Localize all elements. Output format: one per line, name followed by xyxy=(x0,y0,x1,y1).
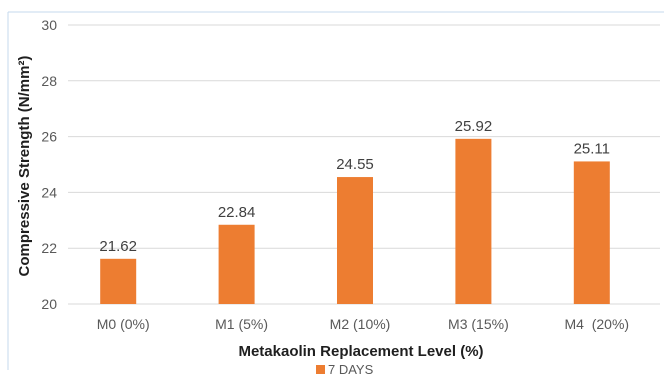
x-tick-label: M1 (5%) xyxy=(215,316,268,332)
bar-data-labels: 21.62 22.84 24.55 25.92 25.11 xyxy=(99,118,610,255)
bar-1 xyxy=(218,224,255,304)
legend: 7 DAYS xyxy=(316,362,374,376)
x-tick-label: M2 (10%) xyxy=(330,316,391,332)
legend-label: 7 DAYS xyxy=(328,362,374,376)
y-tick-label: 28 xyxy=(41,73,57,89)
bar-0 xyxy=(100,258,137,304)
bar-4 xyxy=(573,161,610,304)
x-tick-label: M0 (0%) xyxy=(97,316,150,332)
y-axis-title: Compressive Strength (N/mm²) xyxy=(16,56,33,277)
data-label: 25.92 xyxy=(455,118,493,135)
legend-swatch xyxy=(316,365,325,374)
bars xyxy=(100,138,610,304)
y-tick-label: 24 xyxy=(41,184,57,200)
y-axis-ticks: 20 22 24 26 28 30 xyxy=(41,17,57,312)
y-tick-label: 20 xyxy=(41,296,57,312)
bar-3 xyxy=(455,138,492,304)
y-tick-label: 22 xyxy=(41,240,57,256)
data-label: 25.11 xyxy=(574,140,610,157)
x-tick-label: M3 (15%) xyxy=(448,316,509,332)
data-label: 24.55 xyxy=(336,156,374,173)
data-label: 22.84 xyxy=(218,204,256,221)
y-tick-label: 26 xyxy=(41,129,57,145)
y-tick-label: 30 xyxy=(41,17,57,33)
bar-2 xyxy=(337,177,373,304)
x-tick-label: M4 (20%) xyxy=(565,316,630,332)
data-label: 21.62 xyxy=(99,238,137,255)
x-axis-title: Metakaolin Replacement Level (%) xyxy=(238,343,483,360)
x-axis-ticks: M0 (0%) M1 (5%) M2 (10%) M3 (15%) M4 (20%) xyxy=(97,316,629,332)
